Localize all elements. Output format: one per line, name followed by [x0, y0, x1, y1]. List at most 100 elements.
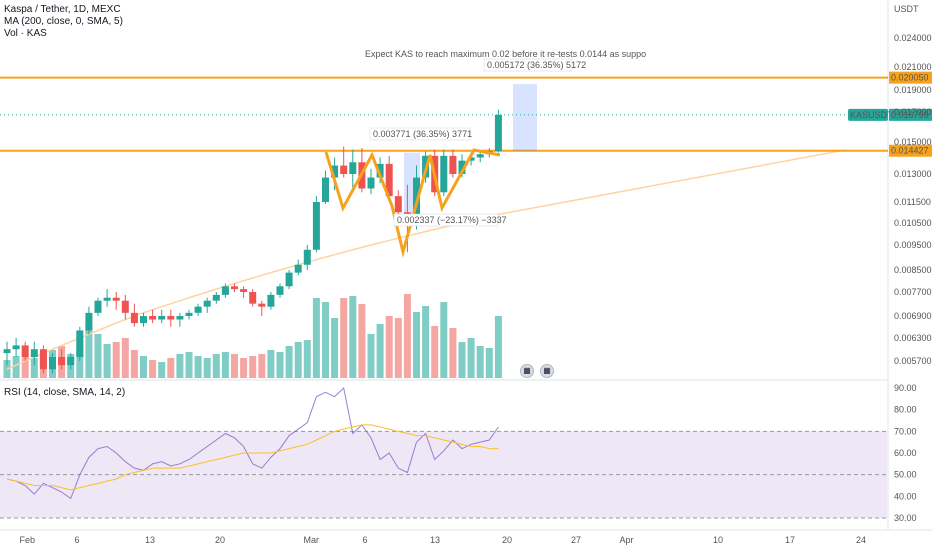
volume-bar: [121, 338, 129, 378]
candle-body[interactable]: [267, 294, 275, 307]
candle-body[interactable]: [203, 300, 211, 307]
candle-body[interactable]: [58, 357, 66, 366]
measure-box[interactable]: [513, 84, 537, 152]
price-level-tag-label: 0.020050: [891, 73, 929, 83]
candle-body[interactable]: [394, 196, 402, 213]
rsi-legend[interactable]: RSI (14, close, SMA, 14, 2): [4, 387, 126, 398]
candle-body[interactable]: [331, 165, 339, 178]
candle-body[interactable]: [94, 300, 102, 313]
candle-body[interactable]: [185, 312, 193, 316]
zigzag-pattern[interactable]: [324, 148, 501, 258]
price-axis-tick: 0.005700: [894, 356, 932, 366]
ma-200-line: [6, 149, 846, 370]
rsi-ma-line: [6, 424, 499, 491]
candle-body[interactable]: [221, 286, 229, 295]
symbol-legend[interactable]: Kaspa / Tether, 1D, MEXC: [4, 4, 121, 15]
price-axis-tick: 0.009500: [894, 240, 932, 250]
time-axis-tick: 13: [430, 535, 440, 545]
candle-body[interactable]: [167, 316, 175, 320]
candle-body[interactable]: [285, 272, 293, 287]
volume-bar: [103, 344, 111, 378]
price-axis-tick: 0.024000: [894, 33, 932, 43]
candle-body[interactable]: [322, 177, 329, 202]
time-axis-tick: Feb: [20, 535, 36, 545]
volume-bar: [294, 342, 302, 378]
candle-body[interactable]: [130, 312, 138, 324]
candle-body[interactable]: [494, 114, 502, 152]
ticker-badge-label: KASUSDT: [850, 110, 893, 120]
volume-bar: [112, 342, 120, 378]
candle-body[interactable]: [258, 303, 266, 307]
us-flag-icon[interactable]: ▦: [520, 364, 534, 378]
price-level-tag: [889, 71, 932, 84]
candle-body[interactable]: [158, 316, 166, 320]
candle-body[interactable]: [276, 286, 284, 295]
rsi-axis-tick: 60.00: [894, 448, 917, 458]
time-axis-tick: Apr: [620, 535, 634, 545]
volume-legend[interactable]: Vol · KAS: [4, 28, 47, 39]
rsi-axis-tick: 50.00: [894, 470, 917, 480]
candle-body[interactable]: [12, 345, 20, 350]
candle-body[interactable]: [231, 286, 238, 290]
time-axis-tick: 27: [571, 535, 581, 545]
ma-legend[interactable]: MA (200, close, 0, SMA, 5): [4, 16, 123, 27]
volume-bar: [349, 296, 357, 378]
volume-bar: [258, 354, 266, 378]
time-axis-tick: 10: [713, 535, 723, 545]
volume-bar: [403, 294, 411, 378]
price-axis-tick: 0.015000: [894, 137, 932, 147]
candle-body[interactable]: [367, 177, 375, 189]
volume-bar: [303, 340, 311, 378]
candle-body[interactable]: [194, 306, 202, 313]
us-flag-icon[interactable]: ▦: [540, 364, 554, 378]
candle-body[interactable]: [249, 292, 257, 304]
measure-label-box: [369, 127, 471, 141]
rsi-axis-tick: 90.00: [894, 383, 917, 393]
candle-body[interactable]: [121, 300, 129, 313]
candle-body[interactable]: [458, 160, 466, 174]
candle-body[interactable]: [376, 163, 384, 178]
candle-body[interactable]: [39, 349, 47, 370]
candle-body[interactable]: [149, 316, 157, 320]
candle-body[interactable]: [440, 155, 448, 193]
price-level-tag-label: 0.014427: [891, 146, 929, 156]
candle-body[interactable]: [240, 289, 248, 292]
time-axis-tick: Mar: [304, 535, 320, 545]
volume-bar: [376, 324, 384, 378]
volume-bar: [249, 356, 257, 378]
candle-body[interactable]: [176, 316, 184, 320]
volume-bar: [394, 318, 402, 378]
candle-body[interactable]: [467, 157, 475, 161]
candle-body[interactable]: [294, 264, 302, 273]
price-level-tag: [889, 144, 932, 157]
volume-bar: [130, 350, 138, 378]
candle-body[interactable]: [303, 249, 311, 265]
candle-body[interactable]: [212, 294, 220, 301]
candle-body[interactable]: [476, 154, 484, 158]
volume-bar: [358, 304, 366, 378]
candle-body[interactable]: [67, 357, 75, 366]
candle-body[interactable]: [449, 155, 457, 174]
candle-body[interactable]: [103, 297, 111, 301]
rsi-axis-tick: 40.00: [894, 491, 917, 501]
candle-body[interactable]: [49, 357, 56, 370]
candle-body[interactable]: [85, 312, 93, 331]
candle-body[interactable]: [76, 330, 84, 358]
measure-label: 0.002337 (−23.17%) −3337: [397, 215, 507, 225]
volume-bar: [85, 330, 93, 378]
volume-bar: [212, 354, 220, 378]
price-axis-tick: 0.011500: [894, 197, 931, 207]
candle-body[interactable]: [3, 349, 11, 354]
volume-bar: [449, 328, 457, 378]
candle-body[interactable]: [340, 165, 348, 174]
price-axis-unit: USDT: [894, 4, 919, 14]
candle-body[interactable]: [21, 345, 29, 358]
candle-body[interactable]: [385, 163, 393, 197]
candle-body[interactable]: [30, 349, 38, 358]
candle-body[interactable]: [312, 202, 320, 250]
candle-body[interactable]: [349, 162, 357, 174]
candle-body[interactable]: [112, 297, 120, 301]
ticker-badge: [848, 108, 888, 121]
candle-body[interactable]: [140, 316, 147, 324]
